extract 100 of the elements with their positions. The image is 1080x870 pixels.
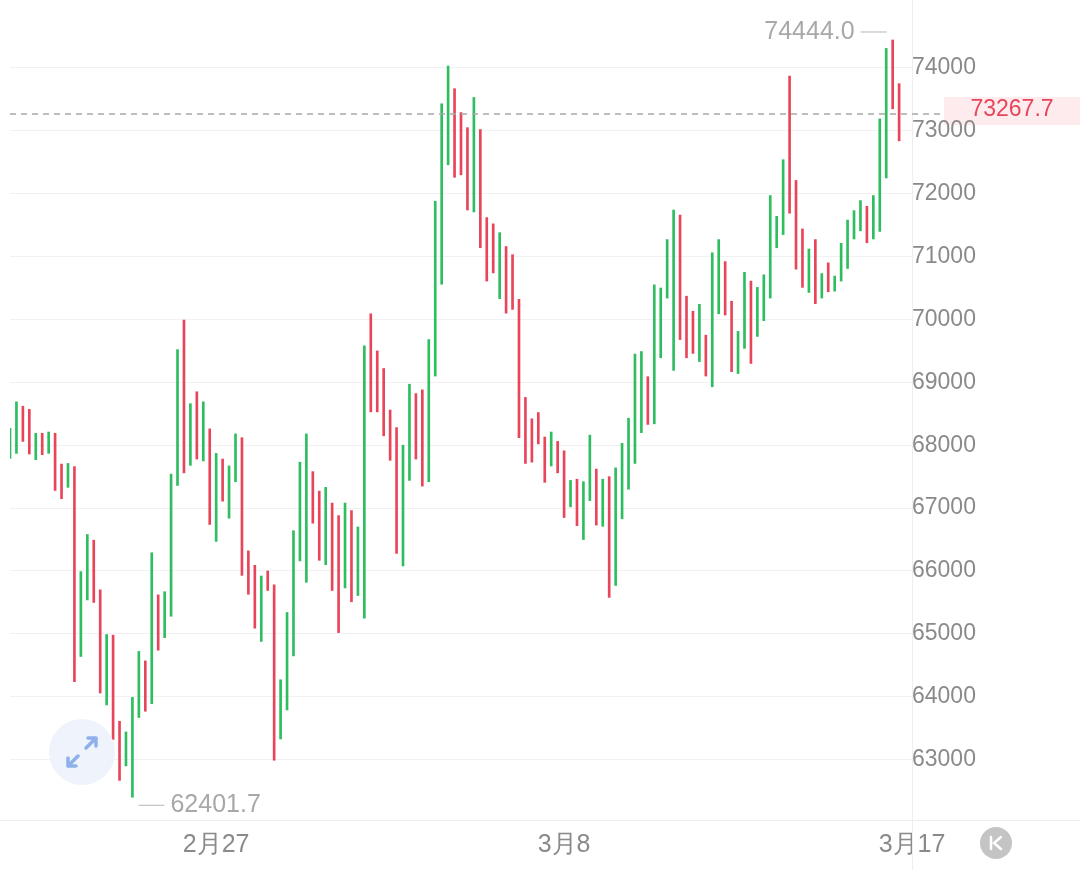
candlestick bbox=[485, 217, 489, 282]
candlestick bbox=[453, 88, 456, 178]
candlestick bbox=[511, 254, 514, 310]
candlestick bbox=[15, 401, 18, 454]
x-tick-label: 2月27 bbox=[182, 828, 250, 857]
candlestick bbox=[491, 223, 495, 274]
candlestick bbox=[363, 345, 366, 619]
y-tick-label: 70000 bbox=[911, 304, 976, 331]
candlestick bbox=[743, 271, 746, 349]
y-tick-label: 72000 bbox=[911, 179, 976, 206]
candlestick bbox=[607, 476, 611, 598]
candlestick bbox=[118, 720, 121, 781]
candlestick bbox=[143, 660, 147, 712]
candlestick bbox=[176, 349, 179, 486]
candlestick bbox=[408, 383, 411, 481]
candlestick bbox=[884, 48, 888, 179]
candlestick bbox=[704, 334, 708, 377]
candlestick bbox=[788, 75, 791, 214]
candlestick bbox=[40, 432, 44, 455]
candlestick bbox=[253, 564, 257, 629]
candlestick bbox=[659, 287, 663, 359]
y-tick-label: 68000 bbox=[911, 430, 976, 457]
candlestick bbox=[421, 389, 424, 487]
candlestick bbox=[259, 575, 263, 642]
candlestick bbox=[98, 589, 102, 694]
candlestick bbox=[208, 428, 212, 525]
candlestick bbox=[163, 591, 166, 638]
y-tick-label: 66000 bbox=[911, 556, 976, 583]
candlestick bbox=[582, 481, 585, 540]
candlestick bbox=[820, 273, 824, 299]
candlestick bbox=[247, 550, 250, 595]
candlestick bbox=[549, 431, 553, 467]
candlestick bbox=[369, 313, 373, 413]
candlestick bbox=[85, 534, 89, 601]
candlestick bbox=[640, 351, 643, 433]
x-tick-label: 3月8 bbox=[537, 828, 591, 857]
candlestick bbox=[214, 453, 218, 542]
candlestick bbox=[73, 466, 76, 682]
candlestick bbox=[311, 471, 315, 524]
candlestick bbox=[872, 195, 875, 240]
candlestick bbox=[395, 427, 398, 554]
candlestick bbox=[466, 127, 469, 211]
candlestick bbox=[234, 433, 237, 483]
candlestick bbox=[801, 228, 804, 288]
candlestick bbox=[833, 275, 837, 292]
y-tick-label: 69000 bbox=[911, 367, 976, 394]
candlestick bbox=[131, 697, 134, 798]
candlestick bbox=[730, 300, 733, 372]
candlestick bbox=[569, 480, 572, 508]
y-tick-label: 71000 bbox=[911, 241, 976, 268]
candlestick bbox=[756, 287, 759, 337]
candlestick bbox=[665, 239, 669, 299]
candlestick bbox=[826, 262, 830, 293]
candlestick bbox=[762, 274, 766, 322]
candlestick bbox=[305, 433, 308, 583]
candlestick bbox=[189, 403, 192, 466]
candlestick bbox=[698, 304, 701, 362]
candlestick bbox=[775, 215, 779, 249]
candlestick bbox=[60, 463, 63, 499]
y-tick-label: 63000 bbox=[911, 744, 976, 771]
candlestick bbox=[150, 552, 154, 704]
candlestick bbox=[524, 397, 527, 464]
candlestick bbox=[350, 510, 353, 603]
candlestick bbox=[375, 350, 379, 413]
candlestick bbox=[846, 219, 849, 269]
candlestick bbox=[627, 417, 630, 490]
candlestick bbox=[601, 478, 605, 527]
candlestick bbox=[92, 539, 96, 603]
candlestick bbox=[878, 118, 882, 232]
candlestick bbox=[382, 368, 386, 437]
candlestick bbox=[201, 401, 205, 462]
candlestick bbox=[156, 594, 160, 651]
candlestick bbox=[652, 284, 656, 425]
candlestick bbox=[28, 409, 31, 455]
candlestick bbox=[814, 239, 817, 305]
candlestick bbox=[594, 468, 598, 526]
candlestick bbox=[536, 412, 540, 445]
candlestick bbox=[710, 252, 714, 388]
candlestick bbox=[221, 458, 224, 502]
x-tick-label: 3月17 bbox=[878, 828, 946, 857]
y-tick-label: 64000 bbox=[911, 682, 976, 709]
candlestick bbox=[498, 232, 501, 300]
candlestick bbox=[292, 530, 295, 657]
candlestick bbox=[427, 339, 431, 483]
candlestick bbox=[543, 436, 547, 483]
annotation: 74444.0 bbox=[764, 15, 855, 44]
candlestick bbox=[34, 432, 38, 461]
candlestick bbox=[105, 634, 108, 706]
candlestick bbox=[556, 441, 559, 474]
y-tick-label: 65000 bbox=[911, 619, 976, 646]
y-tick-label: 74000 bbox=[911, 53, 976, 80]
candlestick bbox=[685, 295, 688, 359]
candlestick bbox=[324, 487, 328, 566]
annotation: 62401.7 bbox=[170, 789, 261, 818]
candlestick bbox=[440, 103, 443, 285]
candlestick bbox=[266, 570, 270, 591]
candlestick bbox=[317, 490, 321, 561]
candlestick bbox=[614, 467, 617, 586]
candlestick bbox=[279, 679, 282, 740]
candlestick bbox=[717, 239, 721, 315]
